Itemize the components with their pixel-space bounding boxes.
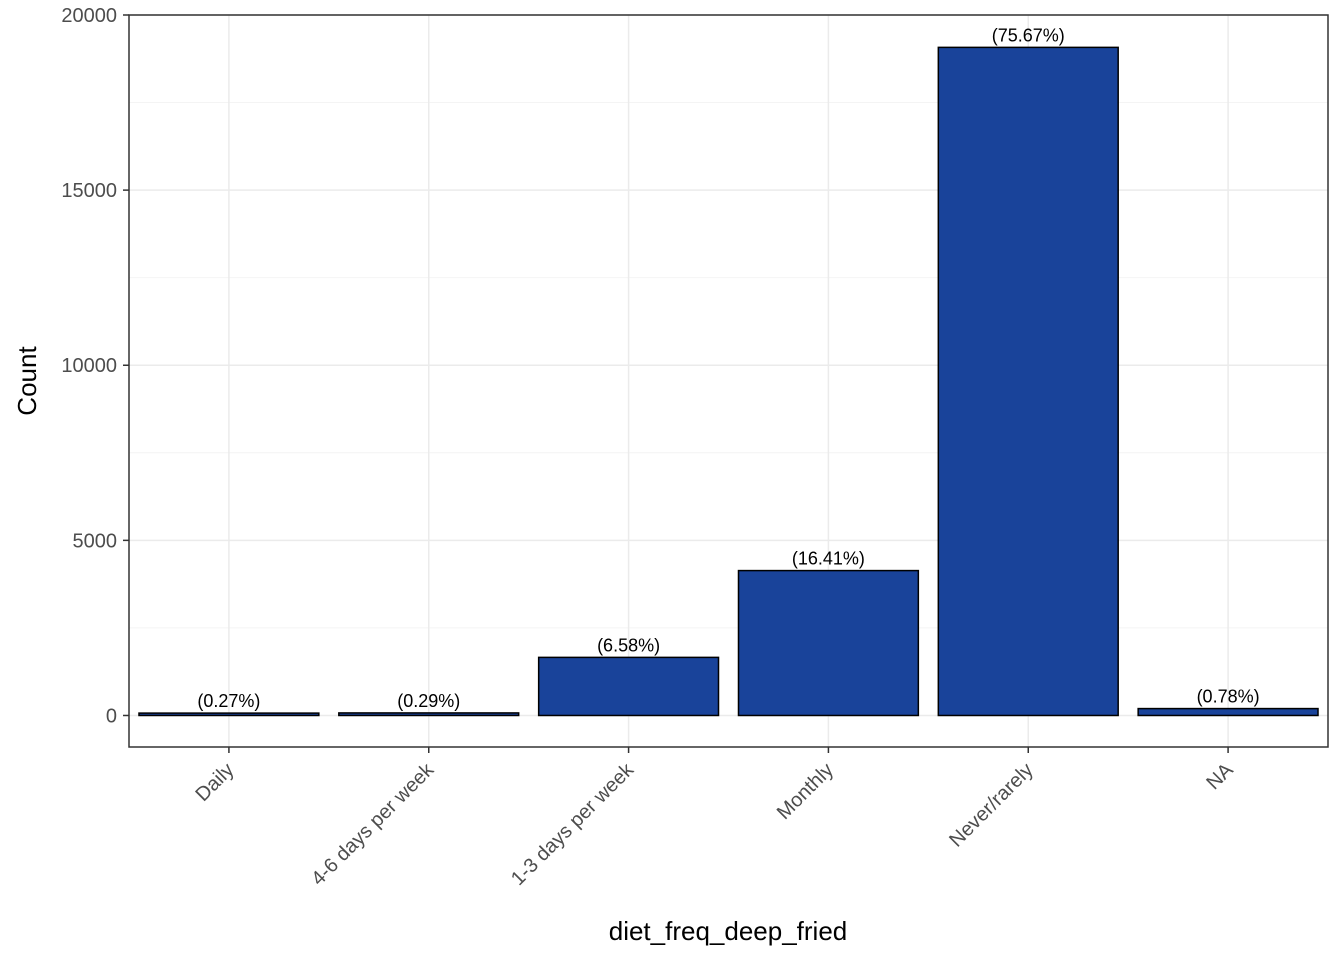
y-tick-label: 5000 [73,530,118,552]
x-tick-label: NA [1202,759,1238,795]
x-tick-label: Daily [191,759,238,806]
data-label-4: (75.67%) [992,25,1065,45]
x-axis: Daily 4-6 days per week 1-3 days per week M… [191,747,1238,890]
data-label-0: (0.27%) [197,691,260,711]
y-tick-label: 10000 [61,355,117,377]
y-tick-label: 20000 [61,5,117,27]
bar-4 [937,46,1119,717]
y-tick-label: 0 [106,705,117,727]
x-tick-label: Never/rarely [945,759,1038,852]
gridlines [129,14,1328,747]
y-axis-title: Count [12,346,42,416]
bar-1 [338,712,520,717]
y-axis: 0 5000 10000 15000 20000 [61,5,129,727]
x-axis-title: diet_freq_deep_fried [609,916,848,946]
x-tick-label: 1-3 days per week [507,758,639,890]
data-label-5: (0.78%) [1197,687,1260,707]
y-tick-label: 15000 [61,180,117,202]
x-tick-label: Monthly [773,759,838,824]
data-label-1: (0.29%) [397,691,460,711]
bar-3 [737,569,920,717]
data-label-2: (6.58%) [597,635,660,655]
data-labels: (0.27%) (0.29%) (6.58%) (16.41%) (75.67%) (0.… [197,25,1259,711]
data-label-3: (16.41%) [792,549,865,569]
x-tick-label: 4-6 days per week [307,758,439,890]
panel-border [128,14,1329,748]
bar-0 [138,712,320,717]
bar-2 [537,656,720,717]
bar-5 [1137,707,1319,717]
bars [138,46,1319,717]
